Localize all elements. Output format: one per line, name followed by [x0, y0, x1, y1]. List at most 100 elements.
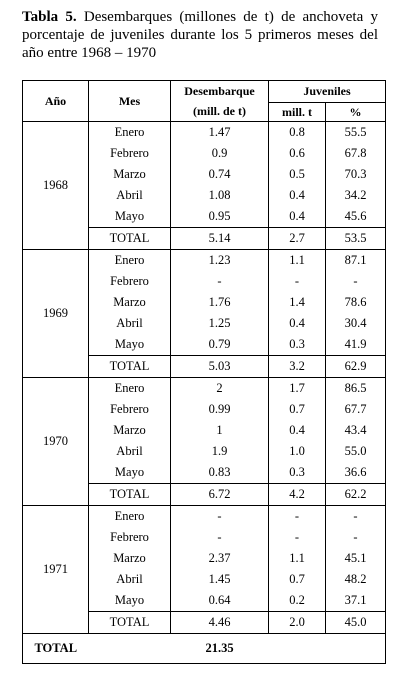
- table-header: Año Mes Desembarque Juveniles (mill. de …: [23, 80, 386, 122]
- cell: -: [268, 505, 326, 527]
- cell: [88, 633, 171, 664]
- cell: 0.64: [170, 590, 269, 612]
- header-cell: Juveniles: [268, 80, 386, 103]
- cell: 1.76: [170, 292, 269, 313]
- cell: 5.03: [170, 355, 269, 378]
- cell: 62.9: [325, 355, 386, 378]
- cell: 1.25: [170, 313, 269, 334]
- cell: 0.2: [268, 590, 326, 612]
- cell: 1.9: [170, 441, 269, 462]
- data-row: 1970 Enero 2 1.7 86.5: [22, 377, 386, 506]
- cell: 2.37: [170, 548, 269, 569]
- data-row: Febrero - - -: [23, 527, 386, 548]
- cell: Abril: [88, 569, 171, 590]
- cell: Febrero: [88, 527, 171, 548]
- cell: TOTAL: [88, 227, 171, 250]
- cell: Marzo: [88, 292, 171, 313]
- cell: 3.2: [268, 355, 326, 378]
- year-cell: 1971: [22, 505, 89, 634]
- cell: 34.2: [325, 185, 386, 206]
- caption: Tabla 5. Desembarques (millones de t) de…: [22, 8, 378, 62]
- cell: 4.2: [268, 483, 326, 506]
- cell: 1.47: [170, 121, 269, 143]
- cell: -: [268, 527, 326, 548]
- cell: 1: [170, 420, 269, 441]
- total-row: TOTAL 5.14 2.7 53.5: [23, 227, 386, 250]
- cell: Abril: [88, 185, 171, 206]
- cell: 0.7: [268, 399, 326, 420]
- cell: -: [325, 527, 386, 548]
- cell: 0.4: [268, 420, 326, 441]
- data-table: Año Mes Desembarque Juveniles (mill. de …: [22, 80, 386, 664]
- cell: Febrero: [88, 399, 171, 420]
- cell: 78.6: [325, 292, 386, 313]
- cell: 53.5: [325, 227, 386, 250]
- cell: 0.3: [268, 334, 326, 356]
- header-row: (mill. de t) mill. t %: [23, 102, 386, 122]
- cell: 0.6: [268, 143, 326, 164]
- total-row: TOTAL 4.46 2.0 45.0: [23, 611, 386, 634]
- cell: 2: [170, 377, 269, 399]
- cell: 55.5: [325, 121, 386, 143]
- cell: 0.7: [268, 569, 326, 590]
- year-cell: 1970: [22, 377, 89, 506]
- data-row: Abril 1.08 0.4 34.2: [23, 185, 386, 206]
- cell: 67.8: [325, 143, 386, 164]
- data-row: Abril 1.9 1.0 55.0: [23, 441, 386, 462]
- cell: TOTAL: [88, 355, 171, 378]
- data-row: Marzo 1.76 1.4 78.6: [23, 292, 386, 313]
- cell: 0.9: [170, 143, 269, 164]
- cell: 0.74: [170, 164, 269, 185]
- data-row: 1971 Enero - - -: [22, 505, 386, 634]
- cell: 41.9: [325, 334, 386, 356]
- cell: Mayo: [88, 206, 171, 228]
- data-row: Marzo 2.37 1.1 45.1: [23, 548, 386, 569]
- cell: 0.79: [170, 334, 269, 356]
- cell: Abril: [88, 441, 171, 462]
- cell: 1.45: [170, 569, 269, 590]
- cell: 0.4: [268, 185, 326, 206]
- cell: 45.6: [325, 206, 386, 228]
- year-cell: 1969: [22, 249, 89, 378]
- caption-text: Desembarques (millones de t) de anchovet…: [22, 9, 378, 61]
- data-row: 1969 Enero 1.23 1.1 87.1: [22, 249, 386, 378]
- cell: 2.7: [268, 227, 326, 250]
- cell: 67.7: [325, 399, 386, 420]
- cell: 37.1: [325, 590, 386, 612]
- cell: 0.99: [170, 399, 269, 420]
- cell: Febrero: [88, 143, 171, 164]
- cell: 0.95: [170, 206, 269, 228]
- cell: Febrero: [88, 271, 171, 292]
- cell: -: [268, 271, 326, 292]
- cell: TOTAL: [88, 483, 171, 506]
- cell: 6.72: [170, 483, 269, 506]
- cell: Enero: [88, 121, 171, 143]
- header-cell: Año: [44, 93, 67, 108]
- header-cell: %: [325, 102, 386, 122]
- header-cell: (mill. de t): [170, 102, 269, 122]
- data-row: 1968 Enero 1.47 0.8 55.5: [22, 121, 386, 250]
- cell: Marzo: [88, 164, 171, 185]
- cell: [325, 633, 386, 664]
- data-row: Mayo 0.83 0.3 36.6: [23, 462, 386, 484]
- cell: Marzo: [88, 420, 171, 441]
- cell: 4.46: [170, 611, 269, 634]
- cell: 36.6: [325, 462, 386, 484]
- cell: 1.1: [268, 548, 326, 569]
- total-row: TOTAL 5.03 3.2 62.9: [23, 355, 386, 378]
- cell: 1.0: [268, 441, 326, 462]
- cell: Mayo: [88, 590, 171, 612]
- header-cell: Desembarque: [170, 80, 269, 103]
- cell: Marzo: [88, 548, 171, 569]
- data-row: Abril 1.45 0.7 48.2: [23, 569, 386, 590]
- grand-total-row: TOTAL 21.35: [22, 633, 386, 664]
- data-row: Mayo 0.95 0.4 45.6: [23, 206, 386, 228]
- cell: -: [325, 271, 386, 292]
- cell: -: [170, 527, 269, 548]
- cell: 0.8: [268, 121, 326, 143]
- data-row: Marzo 1 0.4 43.4: [23, 420, 386, 441]
- cell: 5.14: [170, 227, 269, 250]
- cell: -: [170, 505, 269, 527]
- cell: 1.1: [268, 249, 326, 271]
- cell: 30.4: [325, 313, 386, 334]
